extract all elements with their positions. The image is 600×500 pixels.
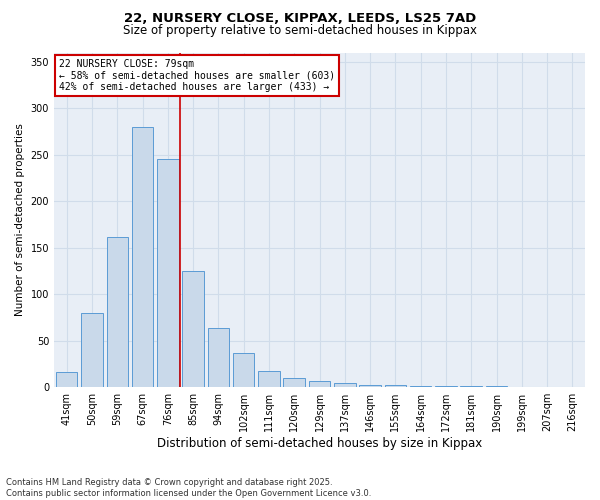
Text: Contains HM Land Registry data © Crown copyright and database right 2025.
Contai: Contains HM Land Registry data © Crown c… (6, 478, 371, 498)
Bar (359, 386, 381, 387)
Bar (157, 160, 179, 387)
Y-axis label: Number of semi-detached properties: Number of semi-detached properties (15, 124, 25, 316)
Bar (460, 386, 482, 387)
Bar (233, 353, 254, 387)
Bar (107, 236, 128, 387)
Bar (435, 386, 457, 387)
X-axis label: Distribution of semi-detached houses by size in Kippax: Distribution of semi-detached houses by … (157, 437, 482, 450)
Bar (334, 384, 356, 387)
Bar (486, 386, 507, 387)
Bar (208, 328, 229, 387)
Bar (56, 372, 77, 387)
Bar (283, 378, 305, 387)
Bar (410, 386, 431, 387)
Bar (385, 386, 406, 387)
Bar (258, 372, 280, 387)
Bar (309, 380, 330, 387)
Bar (132, 127, 153, 387)
Text: Size of property relative to semi-detached houses in Kippax: Size of property relative to semi-detach… (123, 24, 477, 37)
Bar (81, 313, 103, 387)
Text: 22 NURSERY CLOSE: 79sqm
← 58% of semi-detached houses are smaller (603)
42% of s: 22 NURSERY CLOSE: 79sqm ← 58% of semi-de… (59, 59, 335, 92)
Bar (182, 271, 204, 387)
Text: 22, NURSERY CLOSE, KIPPAX, LEEDS, LS25 7AD: 22, NURSERY CLOSE, KIPPAX, LEEDS, LS25 7… (124, 12, 476, 26)
